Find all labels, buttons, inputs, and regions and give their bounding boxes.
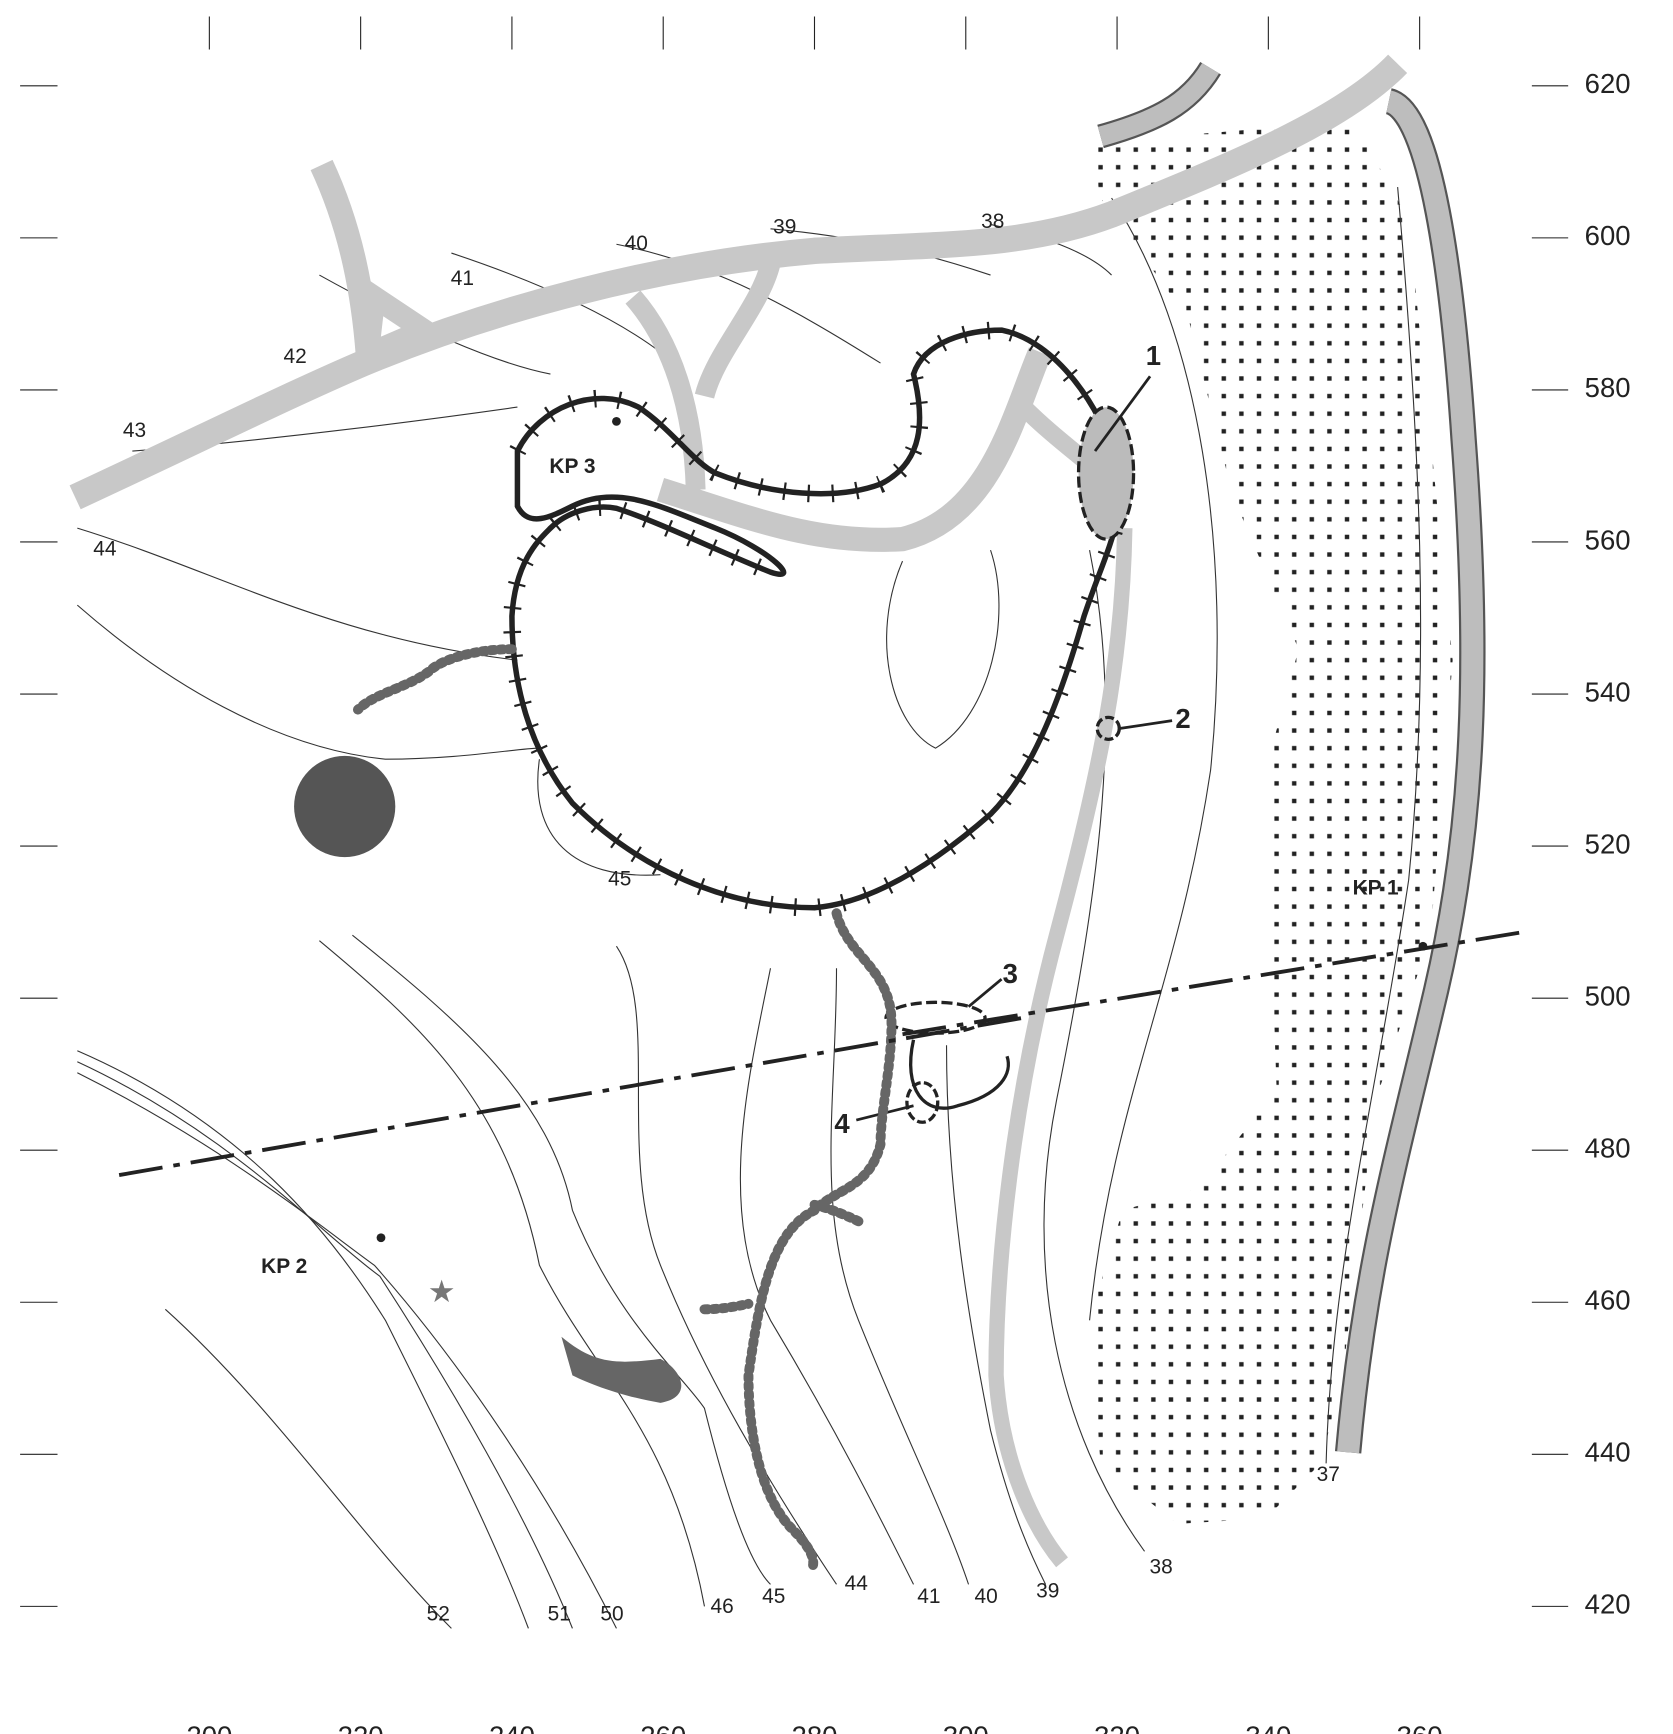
profile-line bbox=[118, 1015, 1024, 1177]
contour-label: 46 bbox=[710, 1595, 733, 1618]
leader bbox=[1093, 375, 1152, 452]
pit-outline bbox=[509, 327, 1123, 911]
contour-label: 45 bbox=[762, 1585, 785, 1608]
point-marker bbox=[376, 1233, 386, 1243]
contour-label: 43 bbox=[123, 419, 146, 442]
y-tick-label: 420 bbox=[1585, 1589, 1631, 1620]
point-label: KP 3 bbox=[549, 455, 595, 478]
dotted-area bbox=[1089, 121, 1453, 1524]
roads bbox=[69, 54, 1408, 1568]
y-tick-label: 460 bbox=[1585, 1285, 1631, 1316]
contour-label: 41 bbox=[451, 267, 474, 290]
y-tick-label: 520 bbox=[1585, 828, 1631, 859]
feature-label: 2 bbox=[1175, 703, 1190, 734]
y-tick-label: 620 bbox=[1585, 68, 1631, 99]
point-label: KP 1 bbox=[1353, 877, 1399, 900]
contour-label: 38 bbox=[1149, 1555, 1172, 1578]
dark-patch bbox=[561, 1336, 682, 1403]
leader bbox=[967, 978, 1003, 1008]
point-marker bbox=[612, 416, 621, 426]
feature-outline bbox=[905, 1080, 940, 1124]
x-tick-label: 240 bbox=[489, 1721, 535, 1734]
contour-label: 39 bbox=[1036, 1580, 1059, 1603]
x-tick-label: 200 bbox=[186, 1721, 232, 1734]
feature-label: 1 bbox=[1146, 340, 1161, 371]
y-tick-label: 500 bbox=[1585, 980, 1631, 1011]
feature-outline bbox=[1076, 405, 1136, 541]
y-tick-label: 440 bbox=[1585, 1437, 1631, 1468]
contour-label: 52 bbox=[427, 1603, 450, 1626]
contour-label: 40 bbox=[625, 232, 648, 255]
x-tick-label: 320 bbox=[1094, 1721, 1140, 1734]
y-tick-label: 600 bbox=[1585, 220, 1631, 251]
x-tick-label: 220 bbox=[338, 1721, 384, 1734]
contours bbox=[76, 186, 1422, 1629]
contour-label: 37 bbox=[1317, 1463, 1340, 1486]
contour-label: 39 bbox=[773, 215, 796, 238]
y-tick-label: 480 bbox=[1585, 1132, 1631, 1163]
point-label: KP 2 bbox=[261, 1255, 307, 1278]
feature-outline bbox=[909, 1039, 1010, 1110]
contour-label: 44 bbox=[93, 538, 116, 561]
contour-label: 51 bbox=[548, 1603, 571, 1626]
feature-label: 3 bbox=[1003, 958, 1018, 989]
x-tick-label: 340 bbox=[1245, 1721, 1291, 1734]
y-tick-label: 580 bbox=[1585, 372, 1631, 403]
y-tick-label: 540 bbox=[1585, 676, 1631, 707]
contour-label: 38 bbox=[981, 210, 1004, 233]
contour-label: 41 bbox=[917, 1585, 940, 1608]
contour-label: 44 bbox=[845, 1572, 868, 1595]
x-tick-label: 360 bbox=[1397, 1721, 1443, 1734]
point-marker bbox=[1418, 941, 1428, 951]
contour-label: 42 bbox=[284, 345, 307, 368]
x-tick-label: 280 bbox=[792, 1721, 838, 1734]
x-tick-label: 260 bbox=[640, 1721, 686, 1734]
feature-outline bbox=[1095, 715, 1121, 742]
river bbox=[1337, 90, 1484, 1454]
dark-circle bbox=[294, 755, 396, 858]
star: ★ bbox=[428, 1274, 456, 1309]
contour-label: 50 bbox=[600, 1603, 623, 1626]
x-tick-label: 300 bbox=[943, 1721, 989, 1734]
leader bbox=[1120, 719, 1173, 730]
streams bbox=[352, 644, 897, 1573]
river bbox=[1097, 62, 1220, 146]
contour-label: 40 bbox=[975, 1585, 998, 1608]
feature-label: 4 bbox=[834, 1108, 850, 1139]
contour-label: 45 bbox=[608, 868, 631, 891]
y-tick-label: 560 bbox=[1585, 524, 1631, 555]
